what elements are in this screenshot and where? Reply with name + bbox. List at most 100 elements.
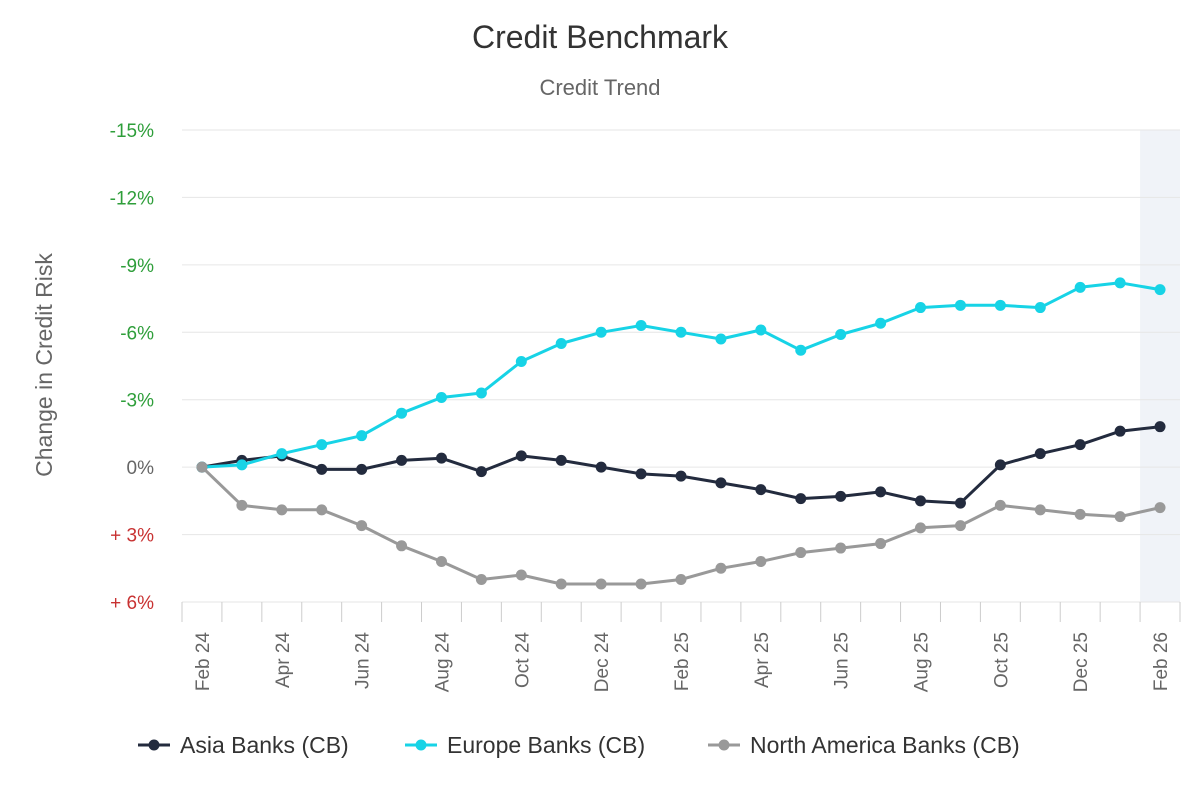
data-point[interactable] <box>715 333 727 345</box>
data-point[interactable] <box>435 452 447 464</box>
data-point[interactable] <box>954 497 966 509</box>
x-tick-label: Apr 24 <box>273 632 294 688</box>
data-point[interactable] <box>915 495 927 507</box>
y-axis-label: Change in Credit Risk <box>31 253 57 477</box>
x-tick-label: Oct 24 <box>512 632 533 688</box>
series-line <box>200 465 1162 586</box>
data-point[interactable] <box>1114 425 1126 437</box>
data-point[interactable] <box>635 578 647 590</box>
data-point[interactable] <box>435 391 447 403</box>
series-line <box>200 281 1162 469</box>
data-point[interactable] <box>875 538 887 550</box>
data-point[interactable] <box>276 504 288 516</box>
data-point[interactable] <box>675 470 687 482</box>
data-point[interactable] <box>1034 302 1046 314</box>
data-point[interactable] <box>1074 439 1086 451</box>
data-point[interactable] <box>915 302 927 314</box>
data-point[interactable] <box>954 520 966 532</box>
data-point[interactable] <box>595 461 607 473</box>
x-tick-label: Feb 24 <box>193 632 214 692</box>
data-point[interactable] <box>795 344 807 356</box>
y-tick-label: -15% <box>110 121 154 142</box>
data-point[interactable] <box>316 504 328 516</box>
data-point[interactable] <box>1154 421 1166 433</box>
data-point[interactable] <box>835 542 847 554</box>
data-point[interactable] <box>555 578 567 590</box>
current-period-highlight <box>1140 130 1180 602</box>
data-point[interactable] <box>236 499 248 511</box>
legend-marker <box>148 739 160 751</box>
data-point[interactable] <box>1154 502 1166 514</box>
x-tick-label: Oct 25 <box>991 632 1012 688</box>
legend-marker <box>718 739 730 751</box>
y-tick-label: -3% <box>120 391 154 412</box>
data-point[interactable] <box>595 578 607 590</box>
data-point[interactable] <box>356 520 368 532</box>
data-point[interactable] <box>635 320 647 332</box>
data-point[interactable] <box>555 338 567 350</box>
data-point[interactable] <box>675 574 687 586</box>
legend-item-label[interactable]: Asia Banks (CB) <box>180 732 349 758</box>
data-point[interactable] <box>1074 508 1086 520</box>
data-point[interactable] <box>1034 504 1046 516</box>
data-point[interactable] <box>435 556 447 568</box>
data-point[interactable] <box>396 454 408 466</box>
data-point[interactable] <box>755 484 767 496</box>
data-point[interactable] <box>276 448 288 460</box>
y-tick-label: + 6% <box>110 593 154 614</box>
data-point[interactable] <box>715 477 727 489</box>
data-point[interactable] <box>1074 281 1086 293</box>
data-point[interactable] <box>954 299 966 311</box>
data-point[interactable] <box>475 387 487 399</box>
data-point[interactable] <box>915 522 927 534</box>
legend-item-label[interactable]: Europe Banks (CB) <box>447 732 645 758</box>
x-tick-label: Jun 25 <box>832 632 853 689</box>
data-point[interactable] <box>675 326 687 338</box>
data-point[interactable] <box>875 317 887 329</box>
data-point[interactable] <box>715 562 727 574</box>
data-point[interactable] <box>356 430 368 442</box>
data-point[interactable] <box>755 324 767 336</box>
y-tick-label: -9% <box>120 256 154 277</box>
data-point[interactable] <box>994 299 1006 311</box>
y-tick-label: + 3% <box>110 526 154 547</box>
x-tick-label: Jun 24 <box>353 632 374 689</box>
data-point[interactable] <box>595 326 607 338</box>
x-tick-label: Feb 25 <box>672 632 693 691</box>
data-point[interactable] <box>196 461 208 473</box>
data-point[interactable] <box>835 490 847 502</box>
data-point[interactable] <box>994 459 1006 471</box>
data-point[interactable] <box>795 493 807 505</box>
y-tick-label: -6% <box>120 323 154 344</box>
y-tick-label: 0% <box>127 458 155 479</box>
data-point[interactable] <box>1154 284 1166 296</box>
data-point[interactable] <box>1034 448 1046 460</box>
data-point[interactable] <box>555 454 567 466</box>
data-point[interactable] <box>515 450 527 462</box>
data-point[interactable] <box>875 486 887 498</box>
legend: Asia Banks (CB) Europe Banks (CB) North Am… <box>138 732 1020 758</box>
data-point[interactable] <box>1114 511 1126 523</box>
data-point[interactable] <box>475 466 487 478</box>
data-point[interactable] <box>994 499 1006 511</box>
data-point[interactable] <box>396 407 408 419</box>
data-point[interactable] <box>755 556 767 568</box>
data-point[interactable] <box>795 547 807 559</box>
x-tick-label: Dec 24 <box>592 632 613 693</box>
data-point[interactable] <box>475 574 487 586</box>
data-point[interactable] <box>635 468 647 480</box>
data-point[interactable] <box>835 329 847 341</box>
x-tick-label: Apr 25 <box>752 632 773 688</box>
data-point[interactable] <box>316 463 328 475</box>
data-point[interactable] <box>396 540 408 552</box>
legend-item-label[interactable]: North America Banks (CB) <box>750 732 1020 758</box>
data-point[interactable] <box>236 459 248 471</box>
data-point[interactable] <box>356 463 368 475</box>
data-point[interactable] <box>316 439 328 451</box>
data-point[interactable] <box>515 569 527 581</box>
data-point[interactable] <box>1114 277 1126 289</box>
plot-area: -15% -12% -9% -6% -3% 0% + 3% + 6% Feb 24 Apr 24 J… <box>110 121 1181 693</box>
x-tick-label: Aug 24 <box>432 632 453 693</box>
chart-subtitle: Credit Trend <box>539 75 660 100</box>
data-point[interactable] <box>515 356 527 368</box>
